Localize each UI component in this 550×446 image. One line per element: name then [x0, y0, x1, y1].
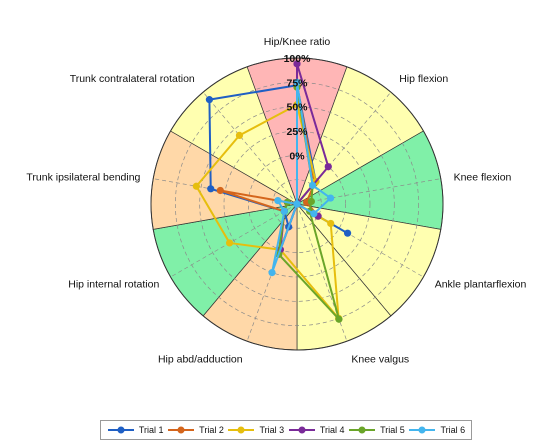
axis-label-1: Hip flexion [399, 73, 448, 85]
series-1-point-7 [207, 185, 215, 193]
legend-item-trial-2: Trial 2 [167, 425, 224, 435]
legend-label: Trial 1 [138, 425, 164, 435]
axis-labels: Hip/Knee ratio Hip flexion Knee flexion Ank… [26, 36, 526, 365]
radial-tick-labels: 0% 25% 50% 75% 100% [284, 53, 312, 162]
legend-item-trial-3: Trial 3 [227, 425, 284, 435]
legend: Trial 1 Trial 2 Trial 3 Trial 4 Trial 5 Trial… [100, 420, 472, 440]
legend-label: Trial 3 [259, 425, 285, 435]
grid-ring-1 [247, 154, 347, 254]
axis-label-6: Hip internal rotation [68, 279, 159, 291]
grid-ring-4 [174, 81, 420, 327]
series-5-point-2 [307, 197, 315, 206]
legend-item-trial-4: Trial 4 [288, 425, 345, 435]
legend-swatch [168, 426, 195, 434]
series-1-point-3 [343, 229, 352, 237]
legend-label: Trial 2 [199, 425, 224, 435]
axis-label-2: Knee flexion [454, 171, 512, 183]
series-4-point-0 [293, 60, 301, 68]
series-4-point-1 [324, 163, 332, 171]
spoke-2 [296, 178, 441, 205]
legend-item-trial-1: Trial 1 [107, 425, 164, 435]
axis-label-5: Hip abd/adduction [158, 353, 243, 365]
legend-label: Trial 5 [380, 425, 405, 435]
series-3-point-7 [192, 182, 200, 190]
series-6 [268, 78, 335, 277]
series-6-point-2 [326, 194, 335, 202]
legend-swatch [288, 426, 315, 434]
radial-tick-label: 100% [284, 53, 312, 65]
series-2-point-7 [216, 186, 224, 195]
legend-swatch [409, 426, 436, 434]
axis-label-8: Trunk contralateral rotation [70, 73, 195, 85]
legend-swatch [228, 426, 255, 434]
series-6-point-8 [293, 200, 301, 208]
series-6-point-5 [268, 268, 276, 277]
series-1-point-8 [205, 96, 214, 104]
radial-tick-label: 25% [286, 126, 308, 138]
series-6-point-6 [280, 207, 288, 215]
axis-label-0: Hip/Knee ratio [264, 36, 331, 48]
series-3-point-8 [235, 131, 244, 140]
series-6-point-3 [310, 210, 318, 218]
axis-label-7: Trunk ipsilateral bending [26, 171, 140, 183]
series-line-6 [271, 81, 332, 274]
series-3-point-3 [327, 219, 335, 228]
axis-label-4: Knee valgus [351, 353, 409, 365]
legend-label: Trial 4 [319, 425, 345, 435]
legend-item-trial-6: Trial 6 [408, 425, 465, 435]
series-6-point-7 [274, 197, 282, 205]
spoke-6 [170, 203, 298, 278]
series-5-point-4 [335, 315, 343, 323]
legend-swatch [349, 426, 376, 434]
series-6-point-0 [293, 78, 301, 86]
legend-label: Trial 6 [440, 425, 466, 435]
radial-tick-label: 75% [286, 77, 308, 89]
spoke-8 [202, 91, 298, 205]
series-6-point-1 [309, 181, 317, 189]
outer-ring [150, 57, 444, 351]
legend-swatch [107, 426, 134, 434]
series-3-point-6 [225, 239, 234, 247]
series-group [192, 60, 352, 323]
radial-tick-label: 50% [286, 102, 308, 114]
radial-tick-label: 0% [289, 150, 305, 162]
axis-label-3: Ankle plantarflexion [435, 279, 527, 291]
legend-item-trial-5: Trial 5 [348, 425, 405, 435]
